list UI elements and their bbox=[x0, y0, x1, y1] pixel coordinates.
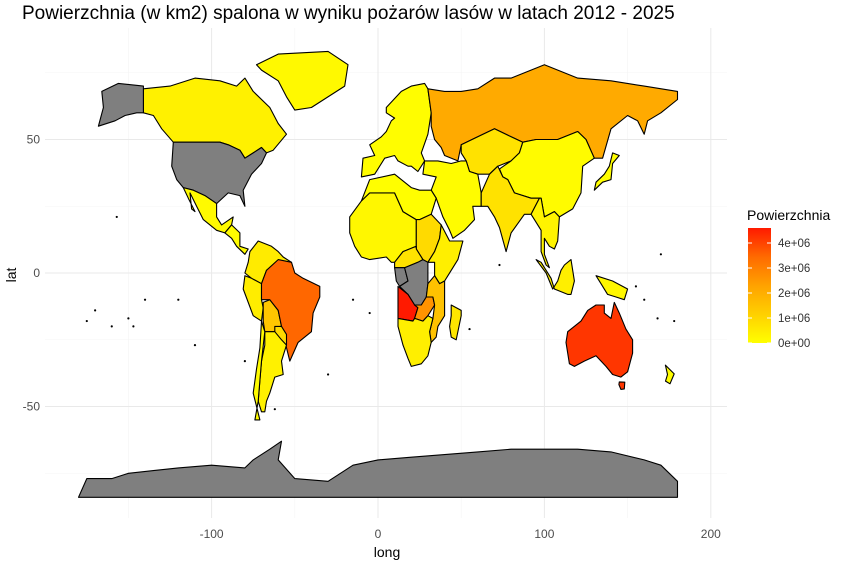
x-tick-label: 0 bbox=[375, 527, 382, 541]
island-dot bbox=[177, 298, 180, 301]
region-russia bbox=[427, 64, 679, 162]
region-australia bbox=[565, 301, 634, 378]
x-tick-label: -100 bbox=[200, 527, 224, 541]
region-antarctica bbox=[77, 440, 679, 498]
countries-layer bbox=[77, 50, 679, 498]
legend-title: Powierzchnia bbox=[747, 207, 830, 223]
island-dot bbox=[498, 263, 501, 267]
region-central-america bbox=[224, 224, 249, 255]
y-tick-label: 0 bbox=[33, 266, 40, 280]
island-dot bbox=[634, 285, 638, 288]
island-dot bbox=[127, 317, 130, 320]
island-dot bbox=[193, 343, 197, 347]
region-greenland bbox=[255, 50, 349, 111]
island-dot bbox=[273, 408, 276, 411]
island-dot bbox=[132, 325, 135, 328]
region-peru bbox=[242, 275, 264, 322]
y-tick-label: -50 bbox=[23, 400, 41, 414]
region-madagascar bbox=[449, 304, 462, 341]
island-dot bbox=[468, 327, 471, 331]
axis-ticks: -100 0 100 200 -50 0 50 bbox=[23, 133, 721, 542]
island-dot bbox=[115, 215, 118, 219]
x-axis-label: long bbox=[374, 544, 400, 560]
legend-tick-label: 4e+06 bbox=[778, 238, 810, 250]
chart-title: Powierzchnia (w km2) spalona w wyniku po… bbox=[22, 3, 675, 24]
y-tick-label: 50 bbox=[27, 133, 41, 147]
island-dot bbox=[673, 319, 676, 323]
island-dot bbox=[326, 373, 330, 376]
legend-tick-label: 3e+06 bbox=[778, 263, 810, 275]
region-papua bbox=[595, 275, 629, 301]
island-dot bbox=[243, 360, 246, 363]
island-dot bbox=[85, 319, 88, 323]
legend-tick-label: 2e+06 bbox=[778, 288, 810, 300]
island-dot bbox=[94, 309, 97, 312]
island-dot bbox=[351, 298, 355, 301]
region-chile bbox=[252, 320, 266, 421]
region-tasmania bbox=[618, 381, 626, 390]
island-dot bbox=[643, 298, 646, 301]
island-dot bbox=[659, 253, 662, 256]
region-zambia bbox=[414, 296, 436, 322]
region-tanzania-mozambique bbox=[425, 275, 446, 343]
y-axis-label: lat bbox=[3, 268, 19, 283]
island-dot bbox=[143, 298, 147, 301]
island-dot bbox=[368, 311, 371, 315]
region-southeast-asia bbox=[530, 197, 560, 269]
region-new-zealand bbox=[664, 364, 675, 385]
island-dot bbox=[656, 317, 659, 320]
legend-tick-label: 1e+06 bbox=[778, 313, 810, 325]
region-indonesia bbox=[535, 259, 575, 295]
region-southern-africa bbox=[397, 315, 434, 367]
region-north-africa bbox=[360, 173, 437, 221]
x-tick-label: 200 bbox=[701, 527, 721, 541]
region-europe bbox=[360, 82, 432, 178]
legend: Powierzchnia 4e+06 3e+06 2e+06 1e+06 0e+00 bbox=[747, 207, 830, 350]
legend-colorbar bbox=[748, 228, 771, 343]
region-brazil bbox=[260, 259, 321, 362]
region-alaska bbox=[97, 82, 144, 127]
island-dot bbox=[110, 325, 113, 328]
region-japan bbox=[593, 152, 620, 191]
x-tick-label: 100 bbox=[534, 527, 554, 541]
legend-tick-label: 0e+00 bbox=[778, 338, 810, 350]
